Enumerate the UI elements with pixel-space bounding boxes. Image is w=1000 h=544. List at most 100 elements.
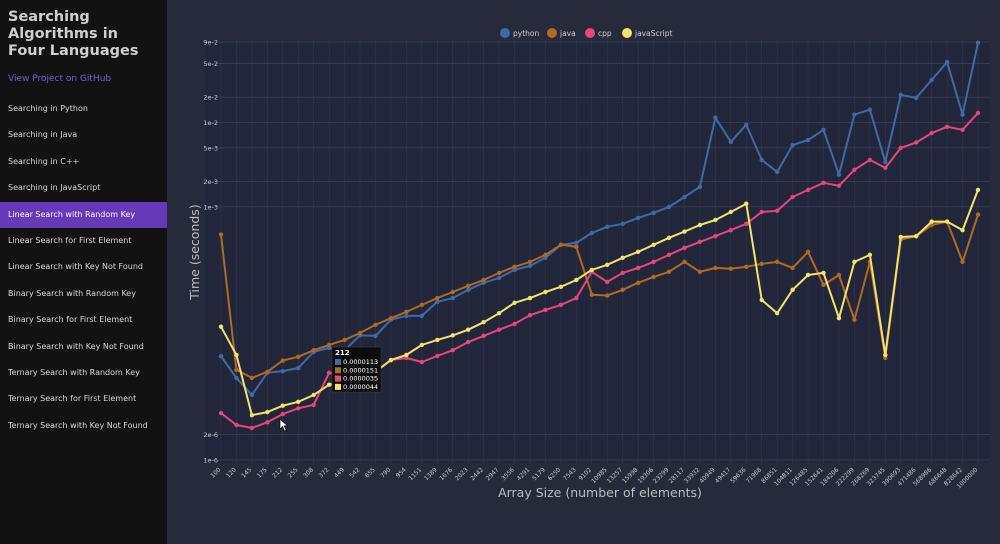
y-tick-label: 1e-6 <box>203 457 218 465</box>
data-point <box>419 342 425 348</box>
tooltip-title: 212 <box>335 349 350 357</box>
data-point <box>929 77 934 83</box>
data-point <box>651 274 656 280</box>
data-point <box>651 210 656 216</box>
data-point <box>543 289 548 295</box>
data-point <box>728 266 734 271</box>
tooltip-swatch <box>335 375 341 382</box>
data-point <box>975 40 981 46</box>
data-point <box>620 287 625 293</box>
data-point <box>883 352 888 358</box>
x-tick-label: 19306 <box>637 466 656 485</box>
legend-item[interactable]: javaScript <box>622 28 673 38</box>
data-point <box>821 282 826 288</box>
data-point <box>249 375 255 381</box>
data-point <box>713 217 718 223</box>
data-point <box>512 264 517 269</box>
nav-item[interactable]: Ternary Search with Key Not Found <box>8 420 148 430</box>
data-point <box>558 302 564 308</box>
legend-swatch <box>500 28 510 38</box>
nav-item[interactable]: Ternary Search with Random Key <box>8 368 140 377</box>
github-link[interactable]: View Project on GitHub <box>8 74 112 84</box>
x-tick-label: 49417 <box>714 466 733 485</box>
x-tick-label: 40949 <box>698 466 717 485</box>
nav-item[interactable]: Searching in Python <box>8 104 88 113</box>
y-tick-label: 9e-2 <box>203 39 218 47</box>
tooltip-value: 0.0000044 <box>343 383 378 391</box>
data-point <box>944 59 950 65</box>
data-point <box>666 269 672 275</box>
data-point <box>651 259 656 265</box>
data-point <box>914 233 919 239</box>
data-point <box>774 208 780 213</box>
data-point <box>883 355 888 361</box>
data-point <box>759 297 764 303</box>
data-point <box>296 365 301 371</box>
nav-item[interactable]: Binary Search with Key Not Found <box>8 341 144 351</box>
x-tick-label: 5179 <box>531 466 547 482</box>
data-point <box>635 249 641 255</box>
nav-item[interactable]: Linear Search with Key Not Found <box>8 262 143 272</box>
data-point <box>805 249 811 255</box>
data-point <box>697 269 703 275</box>
data-point <box>218 353 224 359</box>
data-point <box>774 310 780 316</box>
data-point <box>944 124 950 129</box>
y-tick-label: 1e-3 <box>203 203 218 211</box>
data-point <box>883 165 888 171</box>
data-point <box>296 399 301 404</box>
nav-item[interactable]: Searching in JavaScript <box>8 183 101 193</box>
data-point <box>296 354 301 360</box>
data-point <box>527 263 533 269</box>
legend-label: java <box>559 29 576 38</box>
x-axis-title: Array Size (number of elements) <box>498 485 702 500</box>
legend-item[interactable]: python <box>500 28 539 38</box>
data-point <box>234 422 239 428</box>
data-point <box>265 420 270 425</box>
data-point <box>728 227 734 233</box>
nav-item[interactable]: Binary Search for First Element <box>8 315 133 325</box>
data-point <box>280 358 285 363</box>
nav-item[interactable]: Ternary Search for First Element <box>8 394 137 404</box>
data-point <box>605 262 610 267</box>
nav-item[interactable]: Linear Search for First Element <box>8 236 132 245</box>
nav-item[interactable]: Linear Search with Random Key <box>0 201 167 228</box>
data-point <box>342 337 347 343</box>
data-point <box>821 270 826 276</box>
tooltip-value: 0.0000035 <box>343 375 378 383</box>
data-point <box>682 245 687 251</box>
x-tick-label: 120 <box>225 466 238 479</box>
data-point <box>867 157 873 163</box>
data-point <box>697 239 703 245</box>
data-point <box>852 167 857 173</box>
x-tick-label: 308 <box>302 466 315 479</box>
legend-item[interactable]: cpp <box>585 28 612 38</box>
data-point <box>589 292 594 297</box>
data-point <box>265 369 270 375</box>
data-point <box>759 209 764 215</box>
nav-item[interactable]: Searching in Java <box>8 130 78 140</box>
data-point <box>774 259 780 265</box>
x-tick-label: 2023 <box>454 466 470 482</box>
data-point <box>388 315 394 321</box>
data-point <box>481 277 486 283</box>
nav-item[interactable]: Searching in C++ <box>8 156 80 166</box>
data-point <box>713 265 718 271</box>
data-point <box>682 229 687 234</box>
tooltip-value: 0.0000113 <box>343 358 378 366</box>
y-tick-label: 2e-6 <box>203 431 218 439</box>
legend-label: javaScript <box>634 29 673 38</box>
nav-item[interactable]: Binary Search with Random Key <box>8 288 136 298</box>
data-point <box>558 242 564 248</box>
data-point <box>450 348 455 353</box>
data-point <box>249 412 255 418</box>
data-point <box>836 172 842 178</box>
x-tick-label: 655 <box>364 466 377 479</box>
data-point <box>373 333 378 339</box>
legend-item[interactable]: java <box>547 28 576 38</box>
app-title: Searching Algorithms in Four Languages <box>8 9 139 59</box>
data-point <box>666 204 672 210</box>
x-tick-label: 1389 <box>423 466 439 482</box>
data-point <box>465 283 471 289</box>
y-tick-label: 2e-2 <box>203 94 218 102</box>
